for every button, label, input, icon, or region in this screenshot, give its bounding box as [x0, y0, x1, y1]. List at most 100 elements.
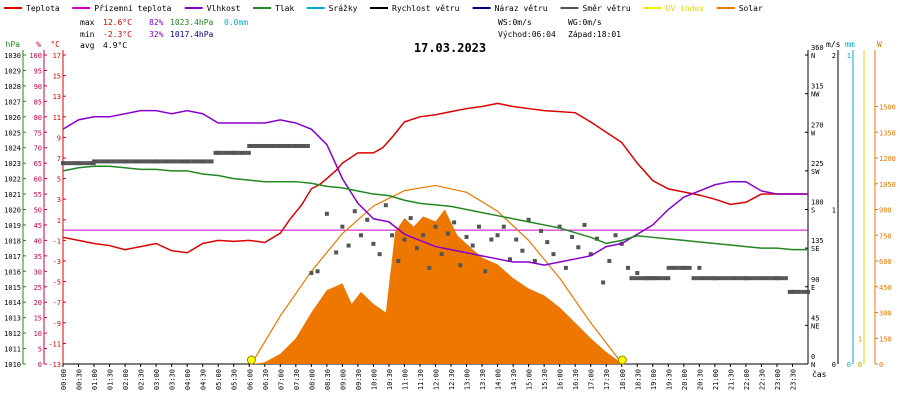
wind-direction-point: [365, 217, 370, 222]
tick-label-rain: 0: [847, 361, 851, 369]
wind-direction-point: [526, 217, 531, 222]
wind-direction-point: [157, 159, 161, 164]
legend-label-uv-index: UV index: [666, 4, 705, 13]
wind-direction-point: [691, 276, 695, 281]
wind-direction-point: [139, 159, 143, 164]
tick-label-humidity: 20: [34, 299, 42, 307]
stats-max-temp: 12.6°C: [103, 18, 132, 27]
stats-min-hum: 32%: [149, 30, 164, 39]
tick-label-solar: 1500: [879, 104, 896, 112]
wind-direction-point: [557, 224, 562, 229]
tick-label-time: 09:00: [339, 369, 347, 390]
stats-min-press: 1017.4hPa: [170, 30, 214, 39]
wind-direction-point: [495, 233, 500, 238]
tick-label-time: 20:00: [681, 369, 689, 390]
wind-direction-point: [176, 159, 180, 164]
tick-label-pressure: 1018: [4, 237, 21, 245]
wind-direction-point: [272, 143, 276, 148]
tick-label-temperature: 9: [57, 134, 61, 142]
tick-label-temperature: 7: [57, 155, 61, 163]
tick-label-temperature: -1: [53, 237, 61, 245]
wind-direction-point: [601, 280, 606, 285]
legend-label-n-raz-v-tru: Náraz větru: [495, 4, 548, 13]
wind-direction-point: [753, 276, 757, 281]
tick-label-solar: 900: [879, 207, 892, 215]
tick-label-compass: SE: [811, 245, 819, 253]
tick-label-time: 19:30: [665, 369, 673, 390]
wind-direction-point: [244, 150, 248, 155]
tick-label-time: 01:00: [91, 369, 99, 390]
wind-direction-point: [263, 143, 267, 148]
sunrise-marker: [246, 355, 256, 365]
wind-direction-point: [778, 276, 782, 281]
tick-label-humidity: 70: [34, 145, 42, 153]
wind-direction-point: [710, 276, 714, 281]
wind-direction-point: [241, 150, 245, 155]
tick-label-humidity: 55: [34, 191, 42, 199]
wind-direction-point: [728, 276, 732, 281]
wind-direction-point: [483, 269, 488, 274]
axis-unit-rain: mm: [845, 40, 855, 49]
wind-direction-point: [660, 276, 664, 281]
tick-label-solar: 1350: [879, 129, 896, 137]
tick-label-direction: 180: [811, 199, 824, 207]
tick-label-time: 02:30: [138, 369, 146, 390]
wind-direction-point: [545, 240, 550, 245]
wind-direction-point: [194, 159, 199, 164]
wind-direction-point: [697, 265, 702, 270]
tick-label-solar: 0: [879, 361, 883, 369]
tick-label-humidity: 90: [34, 83, 42, 91]
stats-max-press: 1023.4hPa: [170, 18, 214, 27]
tick-label-solar: 1200: [879, 155, 896, 163]
chart-title: 17.03.2023: [414, 41, 486, 55]
tick-label-pressure: 1015: [4, 284, 21, 292]
wind-direction-point: [501, 224, 506, 229]
wind-direction-point: [340, 224, 345, 229]
legend-label-p-zemn-teplota: Přízemní teplota: [94, 4, 171, 13]
wind-direction-point: [532, 259, 537, 263]
wind-direction-point: [762, 276, 767, 281]
wind-direction-point: [235, 150, 239, 155]
tick-label-temperature: -3: [53, 258, 61, 266]
wind-direction-point: [216, 150, 220, 155]
tick-label-humidity: 45: [34, 222, 42, 230]
sunrise-readout: Východ:06:04: [498, 30, 556, 39]
wind-direction-point: [160, 159, 164, 164]
tick-label-time: 16:00: [557, 369, 565, 390]
wind-direction-point: [163, 159, 168, 164]
tick-label-pressure: 1016: [4, 268, 21, 276]
stats-min-label: min: [80, 30, 95, 39]
tick-label-rain: 1: [847, 52, 851, 60]
legend-label-sr-ky: Srážky: [329, 4, 358, 13]
wind-direction-point: [629, 276, 633, 281]
wind-direction-point: [787, 289, 791, 294]
wind-direction-point: [635, 271, 640, 276]
wind-direction-point: [269, 143, 273, 148]
axis-unit-temperature: °C: [50, 40, 60, 49]
tick-label-time: 20:30: [696, 369, 704, 390]
wind-direction-point: [713, 276, 717, 281]
tick-label-pressure: 1028: [4, 83, 21, 91]
wind-direction-point: [582, 222, 587, 227]
wind-direction-point: [607, 259, 612, 263]
tick-label-pressure: 1026: [4, 114, 21, 122]
wind-direction-point: [346, 243, 351, 248]
wind-direction-point: [111, 159, 115, 164]
tick-label-temperature: 17: [53, 52, 61, 60]
wind-direction-point: [489, 237, 494, 242]
wind-direction-point: [641, 276, 646, 281]
legend-label-sm-r-v-tru: Směr větru: [583, 4, 631, 13]
wind-direction-point: [725, 276, 729, 281]
tick-label-humidity: 100: [29, 52, 42, 60]
wind-direction-point: [170, 159, 174, 164]
wind-direction-point: [784, 276, 788, 281]
tick-label-time: 14:00: [495, 369, 503, 390]
wind-direction-point: [225, 150, 230, 155]
tick-label-time: 05:30: [231, 369, 239, 390]
stats-block: max 12.6°C 82% 1023.4hPa 0.0mm min -2.3°…: [80, 18, 621, 50]
tick-label-time: 00:00: [60, 369, 68, 390]
wind-direction-point: [688, 265, 692, 270]
stats-min-temp: -2.3°C: [103, 30, 132, 39]
tick-label-time: 14:30: [510, 369, 518, 390]
wind-direction-point: [260, 143, 264, 148]
